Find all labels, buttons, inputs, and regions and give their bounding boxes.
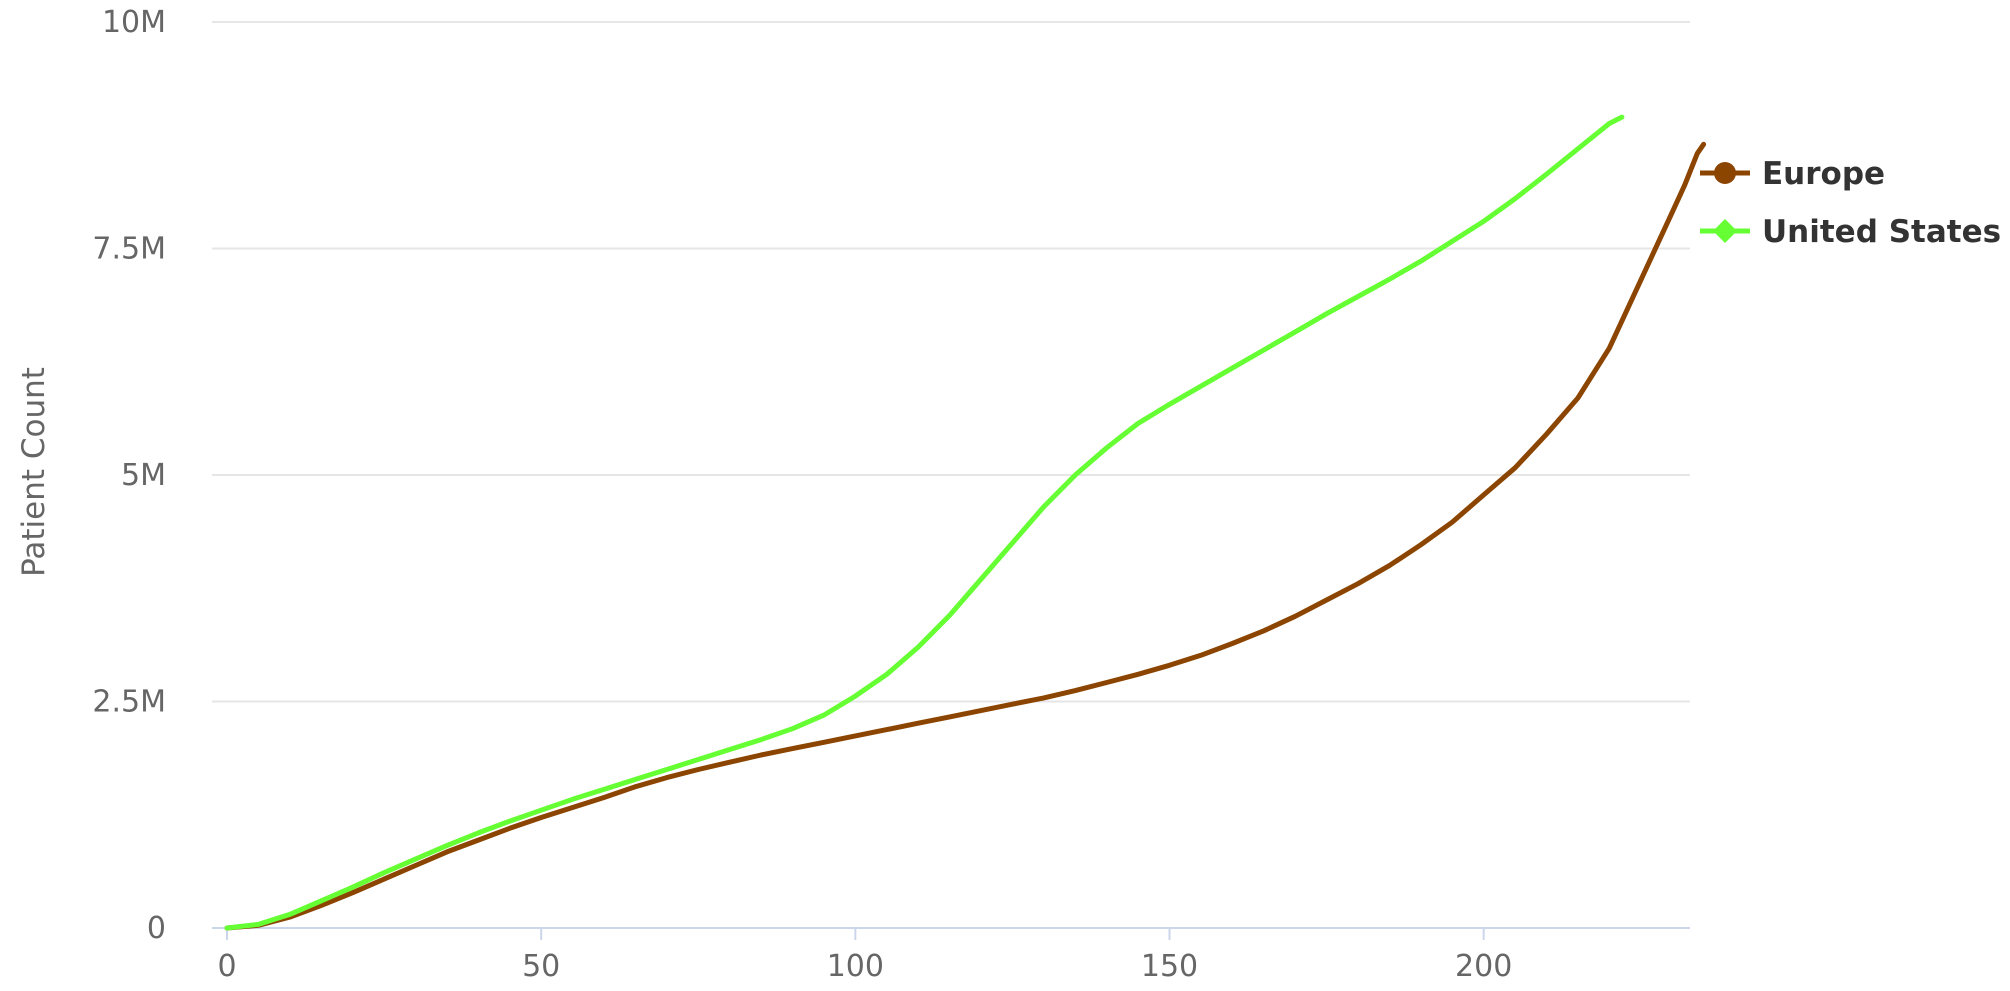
legend-label: Europe: [1762, 156, 1885, 192]
series-line-europe[interactable]: [224, 141, 1707, 931]
x-tick-label: 200: [1455, 949, 1512, 984]
legend-item-europe[interactable]: Europe: [1700, 156, 1885, 192]
y-axis-title: Patient Count: [16, 367, 52, 577]
gridlines: [212, 21, 1690, 703]
y-tick-label: 10M: [102, 5, 166, 40]
y-tick-label: 2.5M: [92, 685, 166, 720]
y-tick-label: 0: [147, 911, 166, 946]
x-tick-label: 100: [827, 949, 884, 984]
axes: 0 2.5M 5M 7.5M 10M 0 50 100 150 200: [92, 5, 1690, 984]
y-tick-label: 7.5M: [92, 232, 166, 267]
legend-circle-marker: [1714, 162, 1736, 184]
legend[interactable]: Europe United States: [1700, 156, 2001, 250]
series-lines: [224, 114, 1707, 931]
series-line-united-states[interactable]: [224, 114, 1625, 931]
legend-label: United States: [1762, 214, 2001, 250]
legend-diamond-marker: [1713, 219, 1737, 243]
x-tick-label: 0: [217, 949, 236, 984]
y-tick-label: 5M: [121, 458, 166, 493]
legend-item-united-states[interactable]: United States: [1700, 214, 2001, 250]
x-tick-label: 50: [522, 949, 560, 984]
x-tick-label: 150: [1141, 949, 1198, 984]
